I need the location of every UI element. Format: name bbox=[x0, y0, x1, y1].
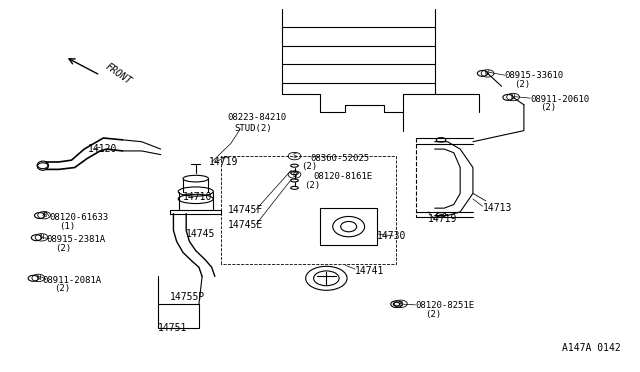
Text: W: W bbox=[486, 70, 490, 76]
Text: 08911-2081A: 08911-2081A bbox=[43, 276, 102, 285]
Bar bbox=[320, 208, 378, 245]
Text: N: N bbox=[511, 94, 515, 100]
Text: B: B bbox=[399, 301, 403, 307]
Text: (2): (2) bbox=[515, 80, 531, 89]
Text: 14713: 14713 bbox=[483, 203, 512, 213]
Bar bbox=[157, 304, 199, 328]
Text: 14730: 14730 bbox=[378, 231, 407, 241]
Text: (1): (1) bbox=[59, 222, 75, 231]
Text: STUD(2): STUD(2) bbox=[234, 124, 271, 133]
Text: 14120: 14120 bbox=[88, 144, 116, 154]
Text: 14745F: 14745F bbox=[228, 205, 263, 215]
Text: (2): (2) bbox=[304, 181, 320, 190]
Text: 14719: 14719 bbox=[209, 157, 238, 167]
Text: 08360-52025: 08360-52025 bbox=[310, 154, 369, 163]
Text: N: N bbox=[40, 234, 44, 240]
Text: B: B bbox=[42, 212, 46, 218]
Text: FRONT: FRONT bbox=[103, 61, 133, 86]
Text: (2): (2) bbox=[56, 244, 72, 253]
Text: 14745: 14745 bbox=[186, 229, 216, 239]
Text: 14719: 14719 bbox=[428, 214, 458, 224]
Text: (2): (2) bbox=[301, 162, 317, 171]
Text: A147A 0142: A147A 0142 bbox=[562, 343, 621, 353]
Text: N: N bbox=[36, 275, 40, 281]
Text: 14710: 14710 bbox=[183, 192, 212, 202]
Text: 08120-8161E: 08120-8161E bbox=[314, 172, 372, 181]
Text: 08915-2381A: 08915-2381A bbox=[46, 235, 105, 244]
Text: (2): (2) bbox=[540, 103, 556, 112]
Text: 08120-61633: 08120-61633 bbox=[49, 213, 108, 222]
Text: 08120-8251E: 08120-8251E bbox=[415, 301, 475, 311]
Text: 08915-33610: 08915-33610 bbox=[505, 71, 564, 80]
Text: (2): (2) bbox=[425, 310, 441, 319]
Text: 08223-84210: 08223-84210 bbox=[228, 113, 287, 122]
Text: 14755P: 14755P bbox=[170, 292, 205, 302]
Text: S: S bbox=[292, 153, 296, 159]
Text: 14751: 14751 bbox=[157, 323, 187, 333]
Text: (2): (2) bbox=[54, 284, 70, 293]
Text: 08911-20610: 08911-20610 bbox=[531, 95, 589, 104]
Text: B: B bbox=[292, 171, 296, 177]
Text: 14741: 14741 bbox=[355, 266, 385, 276]
Text: 14745E: 14745E bbox=[228, 220, 263, 230]
